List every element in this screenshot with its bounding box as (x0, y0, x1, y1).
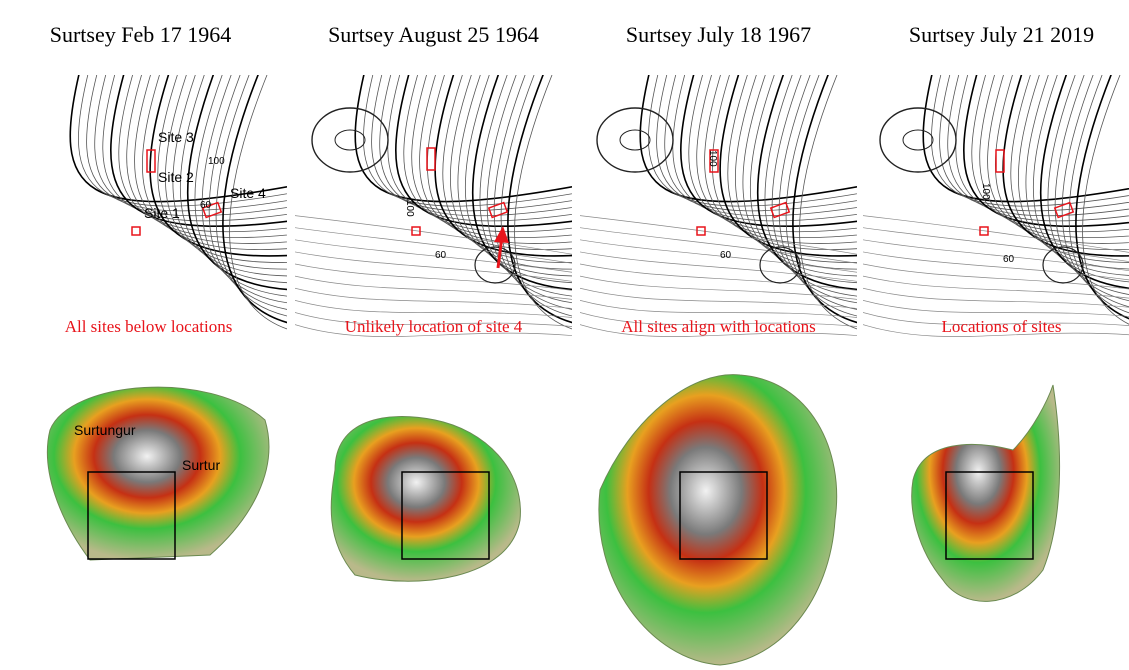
relief-image (599, 375, 837, 665)
site-label: Site 1 (144, 205, 180, 221)
relief-label: Surtungur (74, 422, 136, 438)
site-label: Site 3 (158, 129, 194, 145)
contour-map (290, 70, 582, 352)
island-relief (599, 375, 837, 665)
contour-label: 60 (200, 200, 212, 211)
contour-map (858, 70, 1129, 352)
figure: Surtsey Feb 17 1964 Site 3 Site 2 Site 4 Sit… (0, 0, 1129, 670)
site-label: Site 2 (158, 169, 194, 185)
relief-image (912, 385, 1060, 601)
panel-title: Surtsey August 25 1964 (328, 22, 539, 47)
island-relief (912, 385, 1060, 601)
map-caption: All sites below locations (65, 317, 233, 336)
site-label: Site 4 (230, 185, 266, 201)
panel-title: Surtsey Feb 17 1964 (50, 22, 232, 47)
relief-image (331, 417, 520, 582)
contour-label: 60 (1003, 254, 1015, 265)
island-relief (331, 417, 520, 582)
contour-label: 60 (720, 250, 732, 261)
relief-image: Surtungur Surtur (47, 387, 269, 560)
panel-title: Surtsey July 21 2019 (909, 22, 1094, 47)
contour-label: 100 (707, 150, 718, 167)
contour-label: 100 (208, 156, 225, 167)
panel-title: Surtsey July 18 1967 (626, 22, 811, 47)
map-caption: All sites align with locations (621, 317, 816, 336)
island-relief (47, 387, 269, 560)
map-caption: Unlikely location of site 4 (345, 317, 523, 336)
contour-label: 100 (404, 200, 415, 217)
contour-map (575, 70, 867, 352)
relief-label: Surtur (182, 457, 220, 473)
contour-label: 100 (980, 183, 991, 200)
contour-label: 60 (435, 250, 447, 261)
map-caption: Locations of sites (942, 317, 1062, 336)
